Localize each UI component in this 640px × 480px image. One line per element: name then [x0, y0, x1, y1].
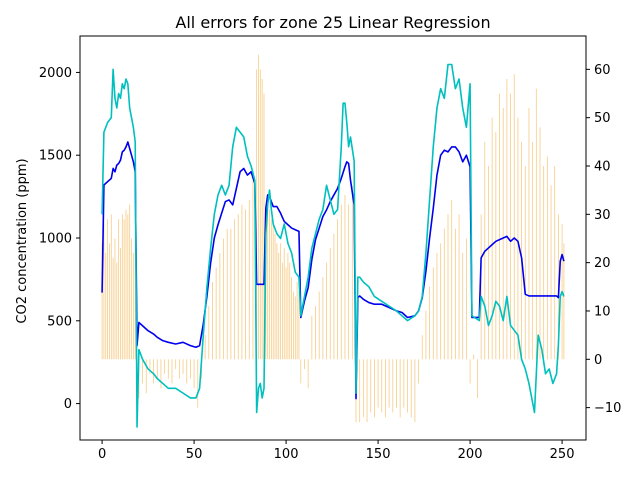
y2-tick-label: 20	[594, 256, 611, 271]
y2-tick-label: 40	[594, 159, 611, 174]
y-tick-label: 1000	[39, 232, 72, 247]
y2-tick-label: 10	[594, 304, 611, 319]
y2-tick-label: 50	[594, 111, 611, 126]
x-tick-label: 100	[274, 447, 299, 462]
x-tick-label: 150	[366, 447, 391, 462]
x-axis: 0 50 100 150 200 250	[98, 440, 575, 462]
y-axis-right: −10 0 10 20 30 40 50 60	[586, 63, 621, 416]
x-tick-label: 50	[186, 447, 203, 462]
series-line-0	[101, 141, 565, 400]
y-tick-label: 2000	[39, 66, 72, 81]
x-tick-label: 0	[98, 447, 106, 462]
y-tick-label: 1500	[39, 149, 72, 164]
y-tick-label: 0	[64, 397, 72, 412]
chart-title: All errors for zone 25 Linear Regression	[175, 13, 490, 32]
series-line-1	[101, 63, 565, 428]
plot-area	[101, 54, 565, 428]
y-axis-label: CO2 concentration (ppm)	[15, 158, 30, 323]
y-axis-left: 0 500 1000 1500 2000	[39, 66, 80, 412]
y2-tick-label: 0	[594, 353, 602, 368]
y2-tick-label: 30	[594, 208, 611, 223]
y2-tick-label: 60	[594, 63, 611, 78]
x-tick-label: 200	[458, 447, 483, 462]
plot-frame	[79, 35, 587, 441]
x-tick-label: 250	[550, 447, 575, 462]
y-tick-label: 500	[47, 314, 72, 329]
y2-tick-label: −10	[594, 401, 621, 416]
